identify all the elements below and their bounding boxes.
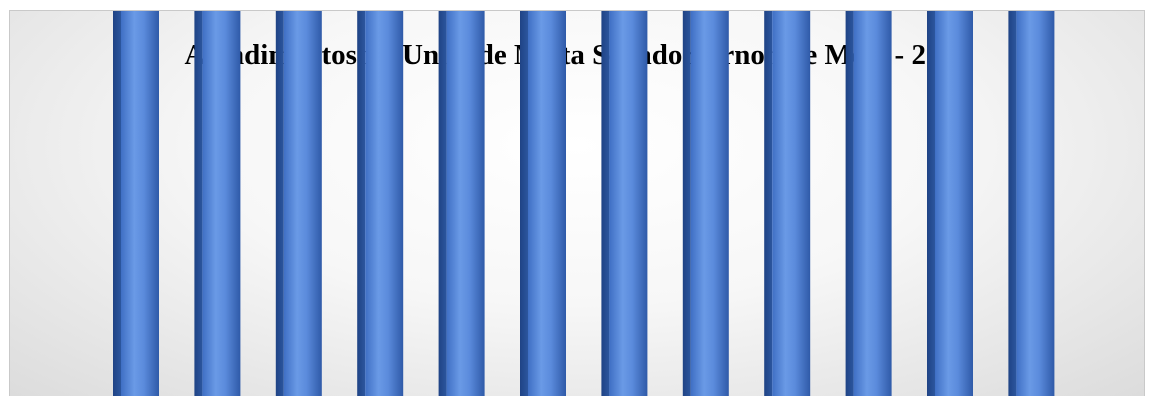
bar: [772, 11, 811, 396]
bar: [121, 11, 159, 396]
bar-side-face: [520, 11, 528, 396]
bar: [853, 11, 892, 396]
bar-side-face: [357, 11, 366, 396]
bar: [202, 11, 241, 396]
bar: [283, 11, 322, 396]
bar-side-face: [438, 11, 447, 396]
bar: [609, 11, 648, 396]
bar: [365, 11, 404, 396]
bar-chart-plot: 3.7103.4744.0264.6624.5724.2054.2243.755…: [113, 11, 1055, 396]
bar: [446, 11, 485, 396]
bar-side-face: [845, 11, 854, 396]
bar: [528, 11, 566, 396]
chart-area: Atendimentos na Unidade Mista Senador Ar…: [9, 10, 1145, 396]
bar-side-face: [927, 11, 935, 396]
bar-side-face: [601, 11, 610, 396]
bar-side-face: [113, 11, 121, 396]
bar-side-face: [194, 11, 203, 396]
bar: [690, 11, 729, 396]
bar: [1016, 11, 1055, 396]
bar-side-face: [764, 11, 773, 396]
bar-side-face: [682, 11, 691, 396]
bar-side-face: [1008, 11, 1017, 396]
bar-side-face: [275, 11, 284, 396]
bars-layer: [113, 11, 1055, 396]
bar: [935, 11, 973, 396]
